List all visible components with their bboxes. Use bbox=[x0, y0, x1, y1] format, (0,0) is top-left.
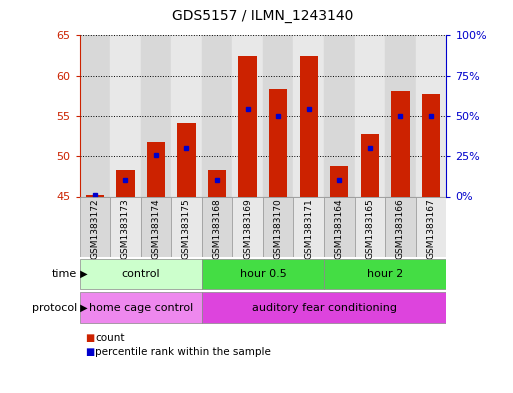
Bar bbox=[324, 196, 354, 257]
Bar bbox=[80, 196, 110, 257]
Bar bbox=[354, 196, 385, 257]
Text: home cage control: home cage control bbox=[89, 303, 193, 312]
Bar bbox=[171, 196, 202, 257]
Bar bbox=[293, 196, 324, 257]
Bar bbox=[110, 35, 141, 197]
Bar bbox=[416, 196, 446, 257]
Bar bbox=[177, 123, 195, 196]
Text: GSM1383169: GSM1383169 bbox=[243, 198, 252, 259]
Text: auditory fear conditioning: auditory fear conditioning bbox=[251, 303, 397, 312]
Bar bbox=[330, 166, 348, 196]
Bar bbox=[86, 195, 104, 196]
Bar bbox=[147, 142, 165, 196]
Text: ■: ■ bbox=[85, 347, 94, 357]
Bar bbox=[422, 94, 440, 196]
Bar bbox=[354, 35, 385, 197]
Bar bbox=[208, 170, 226, 196]
Text: GSM1383172: GSM1383172 bbox=[90, 198, 100, 259]
Bar bbox=[141, 35, 171, 197]
Bar bbox=[263, 196, 293, 257]
Text: ■: ■ bbox=[85, 333, 94, 343]
Text: ▶: ▶ bbox=[77, 303, 88, 312]
Text: GSM1383173: GSM1383173 bbox=[121, 198, 130, 259]
Text: ▶: ▶ bbox=[77, 269, 88, 279]
Text: GSM1383174: GSM1383174 bbox=[151, 198, 161, 259]
Text: time: time bbox=[52, 269, 77, 279]
Bar bbox=[116, 170, 134, 196]
Bar bbox=[202, 292, 446, 323]
Bar bbox=[232, 196, 263, 257]
Text: GDS5157 / ILMN_1243140: GDS5157 / ILMN_1243140 bbox=[172, 9, 353, 23]
Bar bbox=[202, 196, 232, 257]
Text: hour 2: hour 2 bbox=[367, 269, 403, 279]
Text: GSM1383175: GSM1383175 bbox=[182, 198, 191, 259]
Text: hour 0.5: hour 0.5 bbox=[240, 269, 286, 279]
Text: count: count bbox=[95, 333, 125, 343]
Bar bbox=[80, 35, 110, 197]
Bar bbox=[202, 259, 324, 289]
Text: percentile rank within the sample: percentile rank within the sample bbox=[95, 347, 271, 357]
Bar bbox=[263, 35, 293, 197]
Bar bbox=[385, 35, 416, 197]
Bar bbox=[416, 35, 446, 197]
Text: GSM1383171: GSM1383171 bbox=[304, 198, 313, 259]
Text: GSM1383168: GSM1383168 bbox=[212, 198, 222, 259]
Bar bbox=[300, 55, 318, 196]
Bar bbox=[269, 88, 287, 196]
Text: GSM1383166: GSM1383166 bbox=[396, 198, 405, 259]
Bar bbox=[239, 56, 257, 196]
Bar bbox=[80, 259, 202, 289]
Text: GSM1383165: GSM1383165 bbox=[365, 198, 374, 259]
Bar bbox=[324, 259, 446, 289]
Bar bbox=[202, 35, 232, 197]
Text: control: control bbox=[122, 269, 160, 279]
Text: protocol: protocol bbox=[32, 303, 77, 312]
Bar bbox=[110, 196, 141, 257]
Bar bbox=[361, 134, 379, 196]
Bar bbox=[324, 35, 354, 197]
Text: GSM1383167: GSM1383167 bbox=[426, 198, 436, 259]
Bar bbox=[141, 196, 171, 257]
Bar bbox=[232, 35, 263, 197]
Bar bbox=[293, 35, 324, 197]
Text: GSM1383170: GSM1383170 bbox=[274, 198, 283, 259]
Bar bbox=[391, 91, 409, 196]
Bar bbox=[171, 35, 202, 197]
Bar bbox=[385, 196, 416, 257]
Bar bbox=[80, 292, 202, 323]
Text: GSM1383164: GSM1383164 bbox=[335, 198, 344, 259]
